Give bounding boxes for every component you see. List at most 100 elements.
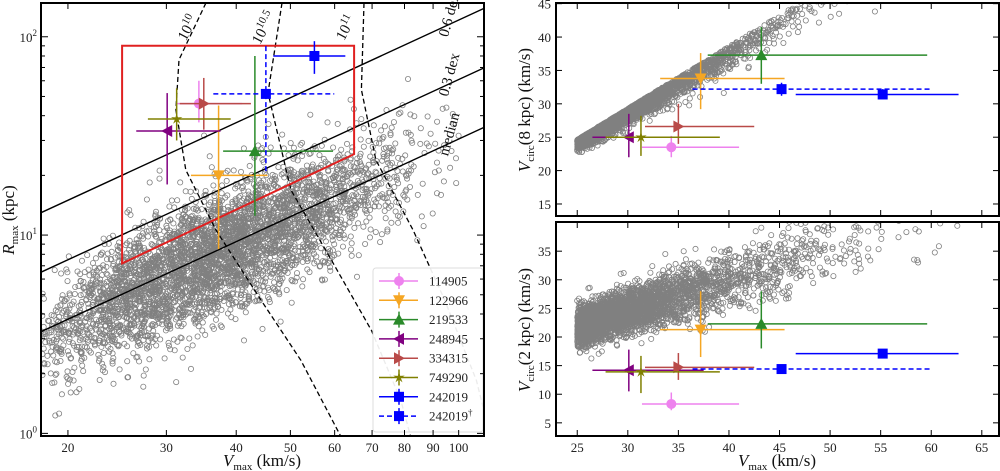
legend-name: 242019 bbox=[429, 409, 468, 424]
scatter-point bbox=[49, 379, 56, 386]
scatter-point bbox=[164, 325, 171, 332]
scatter-point bbox=[112, 265, 119, 272]
scatter-point bbox=[333, 207, 340, 214]
scatter-point bbox=[247, 175, 254, 182]
scatter-point bbox=[176, 270, 183, 277]
scatter-point bbox=[323, 219, 330, 226]
data-point-242019-dagger bbox=[213, 45, 335, 172]
scatter-point bbox=[414, 191, 421, 198]
scatter-point bbox=[176, 320, 183, 327]
scatter-point bbox=[107, 296, 114, 303]
scatter-point bbox=[320, 230, 327, 237]
scatter-point bbox=[327, 257, 334, 264]
scatter-point bbox=[50, 312, 57, 319]
scatter-point bbox=[313, 191, 320, 198]
scatter-point bbox=[283, 191, 290, 198]
scatter-point bbox=[170, 220, 177, 227]
scatter-point bbox=[373, 157, 380, 164]
scatter-point bbox=[64, 348, 71, 355]
scatter-point bbox=[161, 261, 168, 268]
scatter-point bbox=[180, 211, 187, 218]
scatter-point bbox=[140, 323, 147, 330]
scatter-point bbox=[439, 105, 446, 112]
scatter-point bbox=[112, 305, 119, 312]
scatter-point bbox=[172, 297, 179, 304]
scatter-point bbox=[114, 279, 121, 286]
scatter-point bbox=[320, 234, 327, 241]
scatter-point bbox=[807, 0, 812, 2]
scatter-point bbox=[210, 206, 217, 213]
scatter-point bbox=[136, 233, 143, 240]
scatter-point bbox=[434, 118, 441, 125]
scatter-point bbox=[63, 306, 70, 313]
scatter-point bbox=[176, 310, 183, 317]
scatter-point bbox=[203, 192, 210, 199]
scatter-point bbox=[52, 412, 59, 419]
scatter-point bbox=[343, 140, 350, 147]
scatter-point bbox=[293, 270, 300, 277]
scatter-point bbox=[158, 310, 165, 317]
scatter-point bbox=[166, 203, 173, 210]
scatter-point bbox=[317, 205, 324, 212]
scatter-point bbox=[217, 275, 224, 282]
scatter-point bbox=[82, 284, 89, 291]
scatter-point bbox=[259, 194, 266, 201]
scatter-point bbox=[147, 269, 154, 276]
scatter-point bbox=[338, 161, 345, 168]
scatter-point bbox=[264, 258, 271, 265]
legend-name: 114905 bbox=[429, 274, 468, 289]
scatter-point bbox=[148, 262, 155, 269]
scatter-point bbox=[232, 316, 239, 323]
scatter-point bbox=[152, 223, 159, 230]
scatter-point bbox=[417, 140, 424, 147]
scatter-point bbox=[383, 165, 390, 172]
scatter-point bbox=[250, 181, 257, 188]
scatter-point bbox=[148, 241, 155, 248]
scatter-point bbox=[194, 271, 201, 278]
scatter-point bbox=[245, 294, 252, 301]
legend-label: 248945 bbox=[429, 331, 468, 346]
scatter-point bbox=[165, 339, 172, 346]
scatter-point bbox=[222, 255, 229, 262]
scatter-point bbox=[361, 166, 368, 173]
scatter-point bbox=[122, 277, 129, 284]
scatter-point bbox=[99, 360, 106, 367]
scatter-point bbox=[253, 280, 260, 287]
scatter-point bbox=[145, 343, 152, 350]
scatter-point bbox=[187, 240, 194, 247]
scatter-point bbox=[204, 234, 211, 241]
scatter-point bbox=[376, 140, 383, 147]
scatter-point bbox=[73, 389, 80, 396]
scatter-point bbox=[84, 314, 91, 321]
scatter-point bbox=[353, 273, 360, 280]
scatter-point bbox=[44, 352, 51, 359]
scatter-point bbox=[236, 303, 243, 310]
scatter-point bbox=[156, 310, 163, 317]
scatter-point bbox=[161, 228, 168, 235]
marker-triangle-right bbox=[394, 352, 405, 365]
scatter-point bbox=[322, 179, 329, 186]
scatter-point bbox=[124, 358, 131, 365]
scatter-point bbox=[96, 355, 103, 362]
scatter-point bbox=[322, 238, 329, 245]
scatter-point bbox=[411, 113, 418, 120]
data-point-749290 bbox=[147, 88, 231, 141]
x-tick-label: 80 bbox=[398, 440, 411, 455]
scatter-point bbox=[170, 291, 177, 298]
scatter-point bbox=[370, 122, 377, 129]
scatter-point bbox=[104, 332, 111, 339]
scatter-point bbox=[195, 296, 202, 303]
scatter-point bbox=[280, 241, 287, 248]
scatter-point bbox=[298, 195, 305, 202]
scatter-point bbox=[333, 182, 340, 189]
scatter-point bbox=[326, 186, 333, 193]
scatter-point bbox=[286, 207, 293, 214]
scatter-point bbox=[193, 188, 200, 195]
scatter-point bbox=[193, 277, 200, 284]
scatter-point bbox=[138, 309, 145, 316]
scatter-point bbox=[156, 227, 163, 234]
scatter-point bbox=[240, 337, 247, 344]
scatter-point bbox=[383, 152, 390, 159]
scatter-point bbox=[138, 233, 145, 240]
mass-curve-label: 1010.5 bbox=[247, 7, 280, 47]
